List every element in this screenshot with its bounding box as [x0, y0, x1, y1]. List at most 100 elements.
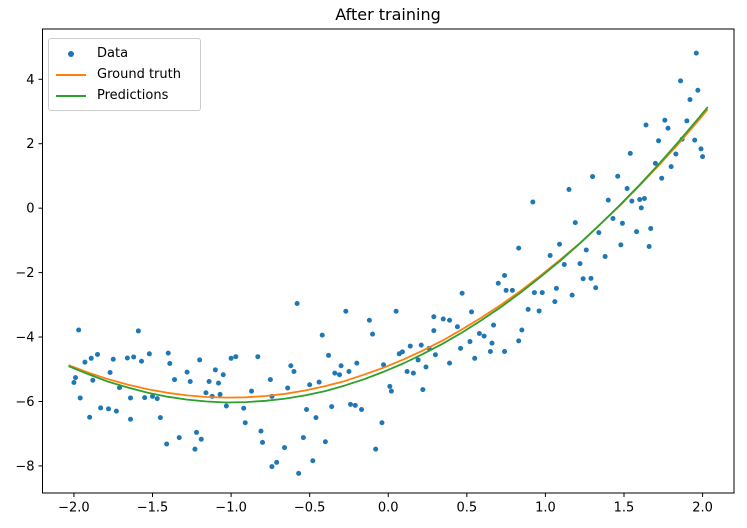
- x-tick-label: 0.0: [378, 501, 399, 516]
- data-point: [110, 356, 116, 362]
- data-point: [646, 244, 652, 249]
- data-point: [285, 385, 291, 391]
- data-point: [274, 459, 280, 465]
- data-point: [71, 379, 77, 385]
- data-point: [316, 379, 322, 385]
- data-point: [638, 205, 644, 211]
- y-tick-label: 4: [26, 73, 34, 88]
- data-point: [260, 439, 266, 445]
- y-tick-label: 0: [26, 202, 34, 217]
- y-tick-label: 2: [26, 137, 34, 152]
- data-point: [602, 253, 608, 259]
- data-point: [255, 354, 261, 360]
- data-point: [458, 345, 464, 351]
- data-point: [399, 349, 405, 355]
- data-point: [135, 328, 141, 334]
- data-point: [673, 151, 679, 157]
- data-point: [348, 401, 354, 407]
- data-point: [447, 317, 453, 323]
- data-point: [652, 160, 658, 166]
- data-point: [420, 387, 426, 393]
- data-point: [539, 290, 545, 296]
- data-point: [282, 445, 288, 451]
- legend-swatch-cell: [54, 94, 90, 97]
- data-point: [337, 372, 343, 378]
- data-point: [313, 415, 319, 421]
- chart-title: After training: [335, 5, 441, 24]
- data-point: [407, 343, 413, 349]
- data-point: [228, 355, 234, 361]
- data-point: [307, 382, 313, 388]
- data-point: [553, 285, 559, 291]
- data-point: [300, 435, 306, 441]
- data-point: [467, 339, 473, 345]
- data-point: [618, 242, 624, 248]
- data-point: [629, 198, 635, 204]
- legend-swatch-cell: [54, 73, 90, 76]
- ground-truth-line-icon: [56, 73, 86, 76]
- data-point: [454, 324, 460, 330]
- data-point: [379, 420, 385, 426]
- data-point: [157, 415, 163, 421]
- data-point: [610, 215, 616, 221]
- data-point: [206, 379, 212, 385]
- data-point: [418, 342, 424, 348]
- data-point: [519, 327, 525, 333]
- data-point: [220, 372, 226, 378]
- data-point: [700, 154, 706, 160]
- data-point: [124, 355, 130, 361]
- data-point: [267, 377, 273, 383]
- data-point: [495, 280, 501, 286]
- data-point: [659, 175, 665, 181]
- data-point: [469, 309, 475, 315]
- x-tick-label: 1.0: [535, 501, 556, 516]
- data-point: [359, 407, 365, 413]
- data-point: [641, 195, 647, 201]
- data-point: [459, 290, 465, 296]
- data-point: [95, 351, 101, 357]
- x-tick-label: −0.5: [294, 501, 326, 516]
- data-point: [296, 470, 302, 476]
- x-tick-label: 0.5: [456, 501, 477, 516]
- data-point: [387, 383, 393, 389]
- data-point: [322, 439, 328, 445]
- y-tick-label: −6: [15, 395, 34, 410]
- x-tick-label: −1.0: [215, 501, 247, 516]
- data-point: [580, 276, 586, 282]
- data-point: [154, 396, 160, 402]
- data-point: [241, 405, 247, 411]
- data-point: [577, 261, 583, 267]
- data-point: [566, 186, 572, 192]
- data-point: [288, 363, 294, 369]
- data-point: [440, 316, 446, 322]
- data-point: [304, 407, 310, 413]
- data-point: [668, 164, 674, 170]
- data-point: [615, 173, 621, 179]
- data-point: [502, 273, 508, 278]
- data-point: [212, 367, 218, 373]
- data-point: [88, 355, 94, 361]
- data-point: [489, 340, 495, 346]
- x-tick-label: 2.0: [692, 501, 713, 516]
- data-point: [503, 287, 509, 293]
- data-point: [431, 328, 437, 334]
- data-point: [198, 436, 204, 442]
- data-point: [381, 362, 387, 368]
- data-point: [326, 352, 332, 358]
- data-point: [525, 306, 531, 312]
- data-point: [516, 245, 522, 251]
- data-point: [634, 229, 640, 235]
- data-point: [217, 391, 223, 397]
- data-point: [294, 301, 300, 307]
- data-point: [447, 360, 453, 366]
- legend-label-predictions: Predictions: [97, 88, 169, 103]
- data-point: [187, 379, 193, 385]
- ground-truth-line: [68, 109, 709, 399]
- data-point: [472, 355, 478, 361]
- data-point: [393, 308, 399, 314]
- data-point: [90, 377, 96, 383]
- data-point: [106, 406, 112, 412]
- data-point: [82, 359, 88, 365]
